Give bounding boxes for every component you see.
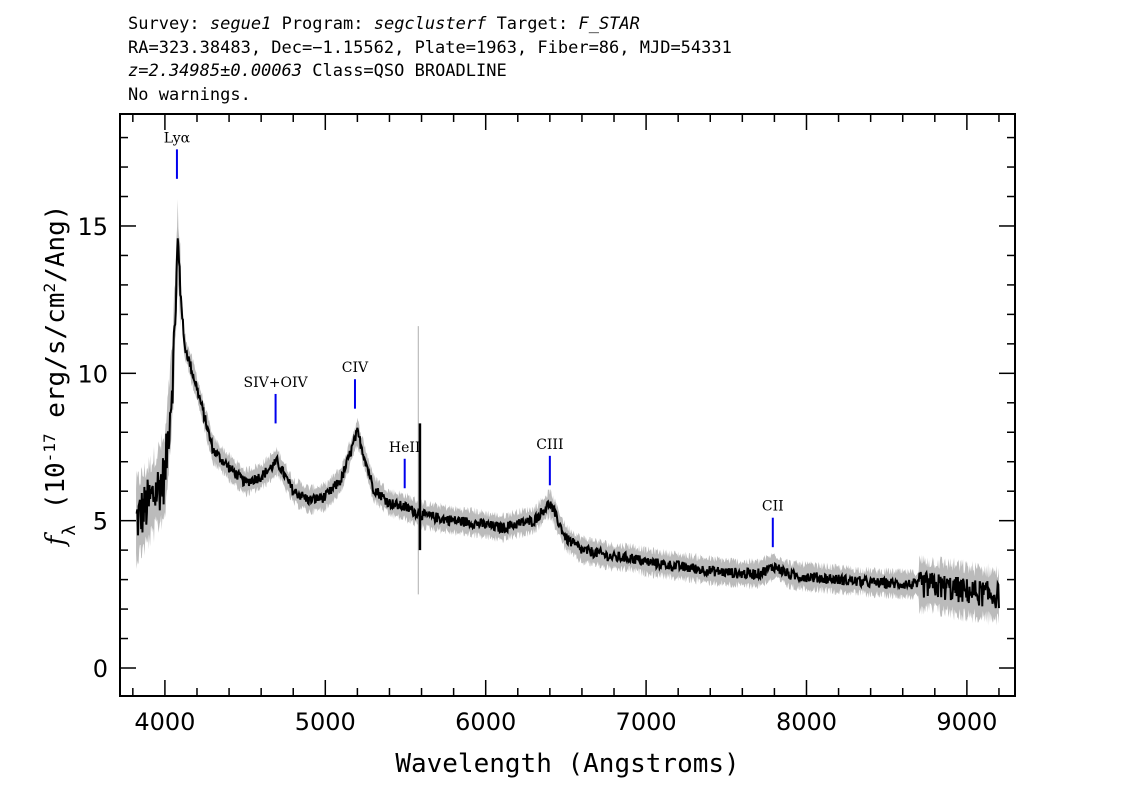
redshift-value: z=2.34985±0.00063 xyxy=(128,61,302,81)
y-axis-title: fλ (10-17 erg/s/cm2/Ang) xyxy=(40,205,80,548)
header-line-redshift: z=2.34985±0.00063 Class=QSO BROADLINE xyxy=(128,60,732,84)
x-tick-label: 8000 xyxy=(776,708,837,736)
line-annotation: Lyα xyxy=(164,130,191,179)
program-label: Program: xyxy=(281,14,364,34)
plot-frame xyxy=(119,113,1016,697)
annotation-label: Lyα xyxy=(164,130,191,146)
line-annotations: Lyα SIV+OIV CIV HeII CIII CII xyxy=(164,130,784,548)
annotation-label: SIV+OIV xyxy=(244,375,309,391)
line-annotation: CIII xyxy=(536,437,564,486)
program-value: segclusterf xyxy=(373,14,487,34)
line-annotation: CIV xyxy=(342,360,369,409)
target-value: F_STAR xyxy=(578,14,640,34)
annotation-label: CIV xyxy=(342,360,369,376)
x-tick-label: 4000 xyxy=(134,708,195,736)
error-series xyxy=(136,199,999,626)
axis-ticks: 4000 5000 6000 7000 8000 9000 0 5 10 15 xyxy=(77,114,1015,736)
line-annotation: CII xyxy=(762,499,784,548)
spectrum-header: Survey: segue1 Program: segclusterf Targ… xyxy=(128,13,732,107)
survey-value: segue1 xyxy=(209,14,272,34)
spike-group xyxy=(417,326,422,595)
flux-series xyxy=(135,238,1000,609)
header-line-warnings: No warnings. xyxy=(128,84,251,105)
x-axis-title: Wavelength (Angstroms) xyxy=(395,749,739,779)
flux-line xyxy=(135,238,1000,609)
y-tick-label: 0 xyxy=(93,655,108,683)
target-label: Target: xyxy=(496,14,569,34)
x-tick-label: 7000 xyxy=(616,708,677,736)
survey-label: Survey: xyxy=(128,14,200,34)
error-band xyxy=(136,199,999,626)
header-line-coordinates: RA=323.38483, Dec=−1.15562, Plate=1963, … xyxy=(128,37,732,58)
x-tick-label: 9000 xyxy=(936,708,997,736)
x-tick-label: 6000 xyxy=(455,708,516,736)
y-tick-label: 5 xyxy=(93,508,108,536)
annotation-label: CII xyxy=(762,499,784,515)
y-tick-label: 10 xyxy=(77,360,108,388)
annotation-label: HeII xyxy=(389,440,421,456)
line-annotation: SIV+OIV xyxy=(244,375,309,424)
annotation-label: CIII xyxy=(536,437,563,453)
x-tick-label: 5000 xyxy=(295,708,356,736)
y-tick-label: 15 xyxy=(77,213,108,241)
line-annotation: HeII xyxy=(389,440,421,489)
header-line-survey: Survey: segue1 Program: segclusterf Targ… xyxy=(128,13,732,37)
class-value: Class=QSO BROADLINE xyxy=(312,61,507,81)
